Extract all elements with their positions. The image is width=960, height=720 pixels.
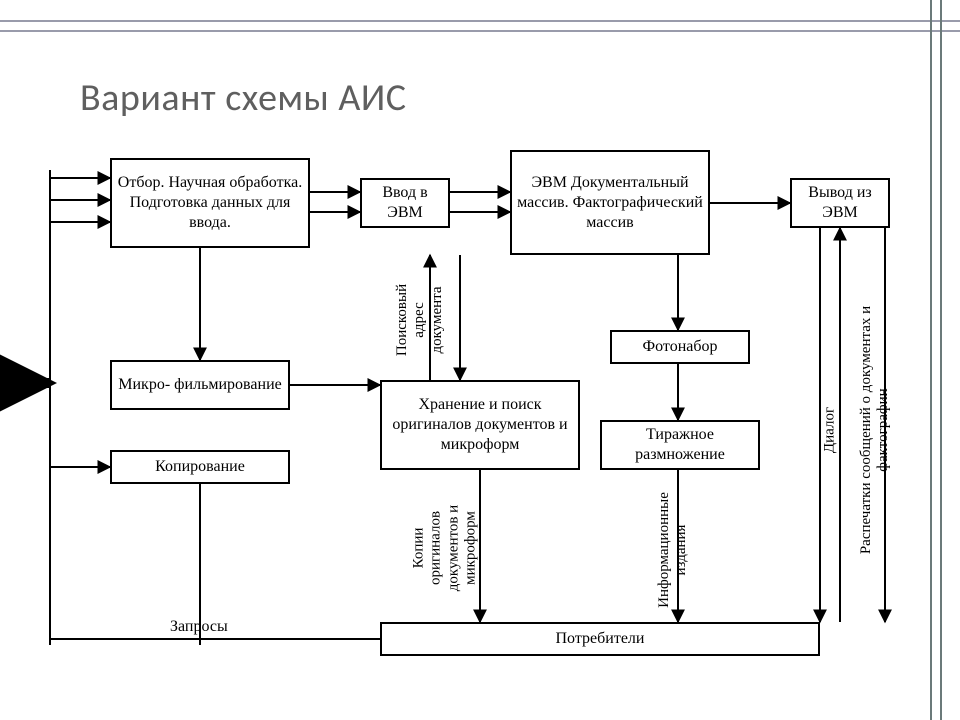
decor-top-1 [0, 20, 960, 22]
node-kopir: Копирование [110, 450, 290, 484]
node-potreb: Потребители [380, 622, 820, 656]
node-fotonabor: Фотонабор [610, 330, 750, 364]
vlabel-poisk: Поисковый адрес документа [394, 284, 446, 356]
decor-right-2 [940, 0, 942, 720]
node-evm: ЭВМ Документальный массив. Фактографичес… [510, 150, 710, 255]
hlabel-zaprosy: Запросы [170, 618, 228, 636]
node-otbor: Отбор. Научная обработка. Подготовка дан… [110, 158, 310, 248]
page-title: Вариант схемы АИС [80, 75, 407, 121]
node-tirazh: Тиражное размножение [600, 420, 760, 470]
node-vyvod: Вывод из ЭВМ [790, 178, 890, 228]
vlabel-info: Информационные издания [656, 492, 691, 608]
decor-top-2 [0, 30, 960, 32]
node-vvod: Ввод в ЭВМ [360, 178, 450, 228]
node-mikro: Микро- фильмирование [110, 360, 290, 410]
node-hranenie: Хранение и поиск оригиналов документов и… [380, 380, 580, 470]
vlabel-dialog: Диалог [821, 407, 838, 453]
vlabel-kopii: Копии оригиналов документов и микроформ [411, 505, 480, 591]
vlabel-raspech: Распечатки сообщений о документах и факт… [858, 306, 893, 554]
decor-right-1 [930, 0, 932, 720]
